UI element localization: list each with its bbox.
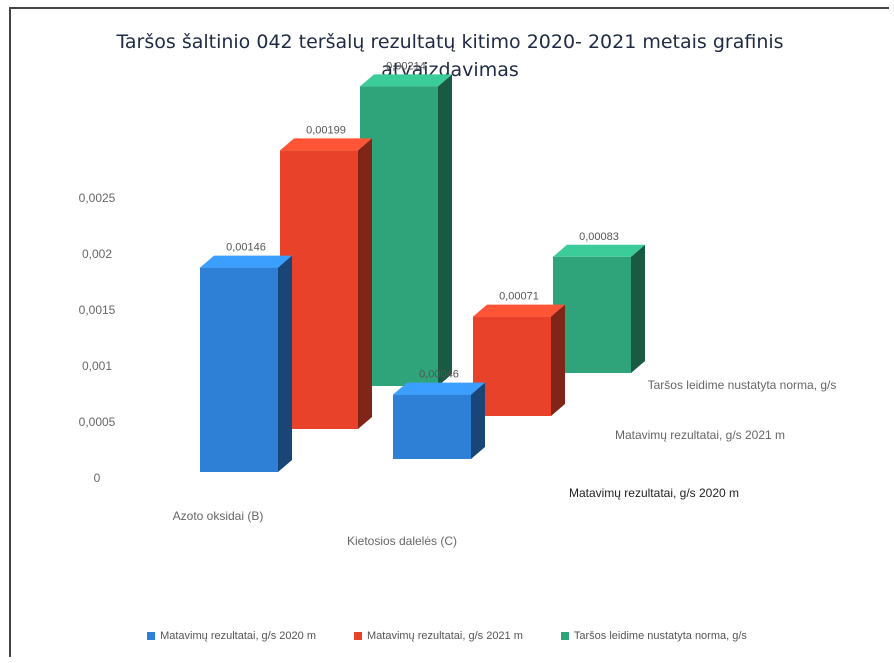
y-tick-label: 0 (94, 471, 101, 485)
y-tick-label: 0,0025 (79, 191, 116, 205)
depth-axis-label: Matavimų rezultatai, g/s 2020 m (569, 486, 739, 500)
bar-side (278, 255, 292, 472)
legend-swatch-2021 (353, 632, 362, 640)
data-label: 0,00046 (419, 369, 459, 381)
legend-item-2020: Matavimų rezultatai, g/s 2020 m (147, 630, 316, 642)
category-label: Kietosios dalelės (C) (347, 534, 457, 548)
chart-legend: Matavimų rezultatai, g/s 2020 m Matavimų… (0, 630, 894, 642)
legend-label-2021: Matavimų rezultatai, g/s 2021 m (366, 630, 523, 642)
bar-side (471, 382, 485, 459)
bar-top (553, 244, 645, 257)
bar-top (200, 255, 292, 268)
data-label: 0,00083 (579, 231, 619, 243)
bar-2020 (200, 267, 278, 472)
bar-top (393, 382, 485, 395)
data-label: 0,00214 (386, 60, 426, 72)
legend-swatch-2020 (147, 632, 156, 640)
bar-top (360, 74, 452, 87)
legend-item-norm: Taršos leidime nustatyta norma, g/s (560, 630, 747, 642)
bar-top (473, 304, 565, 317)
depth-axis-label: Matavimų rezultatai, g/s 2021 m (615, 428, 785, 442)
data-label: 0,00146 (226, 242, 266, 254)
legend-label-norm: Taršos leidime nustatyta norma, g/s (573, 630, 747, 642)
legend-label-2020: Matavimų rezultatai, g/s 2020 m (160, 630, 316, 642)
y-tick-label: 0,001 (82, 359, 112, 373)
depth-axis-label: Taršos leidime nustatyta norma, g/s (648, 378, 837, 392)
bar-2021 (473, 316, 551, 416)
y-tick-label: 0,002 (82, 247, 112, 261)
legend-item-2021: Matavimų rezultatai, g/s 2021 m (353, 630, 523, 642)
bar-norm (553, 256, 631, 373)
chart-frame (9, 7, 889, 657)
bar-side (438, 74, 452, 387)
bar-side (358, 138, 372, 429)
data-label: 0,00071 (499, 291, 539, 303)
data-label: 0,00199 (306, 124, 346, 136)
legend-swatch-norm (560, 632, 569, 640)
y-tick-label: 0,0015 (79, 303, 116, 317)
bar-2020 (393, 394, 471, 459)
y-tick-label: 0,0005 (79, 415, 116, 429)
bar-2021 (280, 150, 358, 429)
category-label: Azoto oksidai (B) (173, 509, 264, 523)
bar-norm (360, 86, 438, 387)
bar-side (631, 244, 645, 373)
bar-top (280, 138, 372, 151)
bar-side (551, 304, 565, 416)
